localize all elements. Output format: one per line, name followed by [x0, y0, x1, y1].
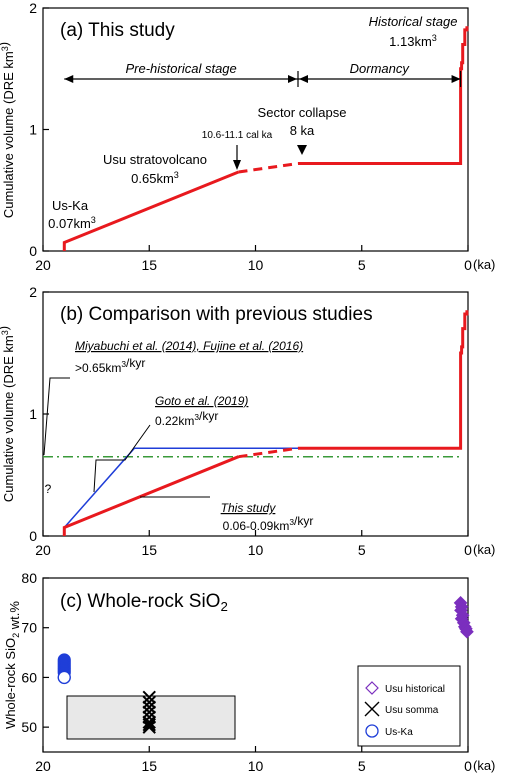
y-tick-label: 2	[29, 284, 37, 300]
x-tick-label: 5	[358, 758, 366, 774]
y-tick-label: 50	[21, 719, 37, 735]
y-tick-label: 0	[29, 243, 37, 259]
x-tick-label: 5	[358, 542, 366, 558]
series-line	[238, 446, 299, 459]
usu-somma-point	[142, 717, 156, 732]
legend: Usu historical Usu somma Us-Ka	[357, 665, 461, 747]
usu-somma-point	[142, 700, 156, 714]
cal-age-label: 10.6-11.1 cal ka	[202, 130, 273, 141]
range-label: Dormancy	[350, 61, 411, 76]
panel-title: (b) Comparison with previous studies	[60, 304, 373, 325]
x-axis-label: (ka)	[473, 542, 495, 557]
range-arrow-mid-right	[299, 75, 308, 83]
x-tick-label: 15	[141, 542, 157, 558]
plot-frame	[42, 291, 469, 537]
range-label: Pre-historical stage	[125, 61, 236, 76]
this-study-rate: 0.06-0.09km3/kyr	[223, 514, 314, 533]
series-line	[62, 455, 240, 536]
miyabuchi-reference: Miyabuchi et al. (2014), Fujine et al. (…	[75, 339, 303, 353]
panel-b: 20 15 10 5 0 0 1 2 (ka) Cumulative volume (DRE km…	[0, 284, 495, 558]
usu-somma-point	[142, 690, 156, 705]
y-tick-label: 60	[21, 669, 37, 685]
series-line	[298, 310, 469, 450]
miyabuchi-rate: >0.65km3/kyr	[75, 356, 145, 375]
x-tick-label: 20	[35, 758, 51, 774]
us-ka-value: 0.07km3	[48, 215, 96, 231]
series-line	[62, 170, 240, 251]
legend-label: Us-Ka	[385, 727, 413, 738]
x-tick-label: 15	[141, 758, 157, 774]
x-tick-label: 20	[35, 542, 51, 558]
legend-label: Usu somma	[385, 705, 439, 716]
cal-age-arrow-head	[233, 160, 241, 170]
y-tick-label: 80	[21, 570, 37, 586]
usu-historical-point	[460, 624, 474, 639]
historical-stage-label: Historical stage	[369, 14, 458, 29]
us-ka-point	[57, 670, 71, 685]
series-line	[63, 447, 298, 528]
x-tick-label: 0	[464, 257, 472, 273]
x-tick-label: 15	[141, 257, 157, 273]
range-arrow-right	[451, 75, 461, 83]
x-axis-label: (ka)	[473, 257, 495, 272]
x-tick-label: 0	[464, 542, 472, 558]
y-tick-label: 0	[29, 528, 37, 544]
usu-somma-point	[142, 720, 156, 734]
usu-historical-legend-marker	[365, 681, 379, 695]
x-tick-label: 0	[464, 758, 472, 774]
y-axis-label: Cumulative volume (DRE km3)	[0, 42, 16, 218]
miyabuchi-leader	[43, 377, 70, 456]
panel-a: 20 15 10 5 0 0 1 2 (ka) Cumulative volume (DRE km…	[0, 0, 495, 273]
usu-somma-legend-marker	[364, 701, 380, 717]
us-ka-legend-marker	[365, 724, 379, 738]
this-study-reference: This study	[221, 501, 277, 515]
y-tick-label: 2	[29, 0, 37, 16]
y-tick-label: 70	[21, 620, 37, 636]
panel-title: (a) This study	[60, 20, 175, 41]
panel-title: (c) Whole-rock SiO2	[60, 591, 228, 614]
sector-collapse-marker	[297, 145, 307, 155]
series-line	[298, 26, 469, 165]
usu-stratovolcano-label: Usu stratovolcano	[103, 152, 207, 167]
goto-reference: Goto et al. (2019)	[155, 394, 248, 408]
usu-somma-point	[142, 695, 156, 709]
y-axis-label: Cumulative volume (DRE km3)	[0, 326, 16, 502]
question-mark: ?	[45, 482, 52, 496]
x-axis-label: (ka)	[473, 758, 495, 773]
somma-box	[66, 695, 236, 740]
x-tick-label: 10	[248, 257, 264, 273]
series-line	[238, 162, 299, 174]
range-arrow-left	[64, 75, 74, 83]
x-tick-label: 20	[35, 257, 51, 273]
goto-leader	[93, 424, 151, 493]
x-tick-label: 5	[358, 257, 366, 273]
usu-stratovolcano-value: 0.65km3	[131, 170, 179, 186]
usu-somma-point	[142, 705, 156, 719]
usu-somma-point	[142, 715, 156, 729]
y-axis-label: Whole-rock SiO2 wt.%	[3, 601, 22, 729]
x-tick-label: 10	[248, 542, 264, 558]
historical-stage-value: 1.13km3	[389, 33, 437, 49]
y-tick-label: 1	[29, 122, 37, 138]
range-arrow-mid-left	[288, 75, 297, 83]
sector-collapse-value: 8 ka	[290, 123, 315, 138]
us-ka-label: Us-Ka	[52, 198, 89, 213]
x-tick-label: 10	[248, 758, 264, 774]
sector-collapse-label: Sector collapse	[258, 105, 347, 120]
goto-rate: 0.22km3/kyr	[155, 409, 218, 428]
y-tick-label: 1	[29, 406, 37, 422]
legend-label: Usu historical	[385, 684, 445, 695]
